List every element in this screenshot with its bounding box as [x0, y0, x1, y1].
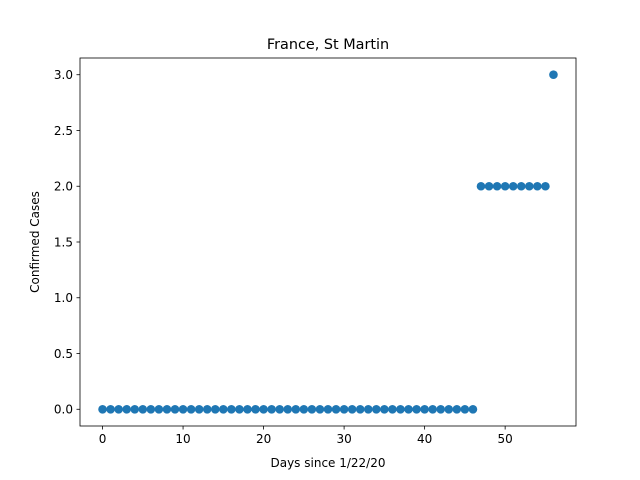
data-point [267, 404, 276, 414]
x-axis-label: Days since 1/22/20 [270, 456, 385, 470]
data-point [468, 404, 478, 414]
plot-frame [79, 57, 577, 427]
data-point [299, 404, 309, 414]
data-point [380, 404, 389, 414]
data-point [444, 404, 454, 414]
data-point [138, 404, 148, 414]
y-tick-label: 1.5 [54, 235, 73, 249]
data-point [243, 404, 252, 414]
data-point [420, 404, 429, 414]
data-point [331, 404, 341, 414]
x-axis-ticks: 0 10 20 30 40 50 [99, 426, 513, 446]
data-point [235, 404, 244, 414]
chart-title: France, St Martin [267, 37, 389, 53]
data-point [372, 404, 381, 414]
data-point [227, 404, 236, 414]
y-tick-label: 0.5 [54, 347, 73, 361]
y-tick-label: 2.0 [54, 180, 73, 194]
y-tick-label: 0.0 [54, 403, 73, 417]
data-point [541, 181, 550, 191]
data-point [460, 404, 470, 414]
data-point [404, 404, 413, 414]
data-point [194, 404, 204, 414]
data-point [484, 181, 494, 191]
data-point [219, 404, 228, 414]
data-point [106, 404, 115, 414]
data-point [549, 70, 558, 80]
data-point [275, 404, 284, 414]
x-tick-label: 30 [336, 432, 351, 446]
data-point [210, 404, 220, 414]
data-point [146, 404, 156, 414]
data-point [307, 404, 317, 414]
data-point [339, 404, 349, 414]
data-point [259, 404, 268, 414]
x-tick-label: 20 [256, 432, 271, 446]
data-points [98, 70, 558, 414]
data-point [186, 404, 196, 414]
data-point [508, 181, 518, 191]
data-point [492, 181, 502, 191]
data-point [452, 404, 462, 414]
data-point [162, 404, 172, 414]
y-tick-label: 3.0 [54, 68, 73, 82]
data-point [533, 181, 542, 191]
data-point [130, 404, 140, 414]
data-point [251, 404, 260, 414]
y-tick-label: 2.5 [54, 124, 73, 138]
data-point [412, 404, 421, 414]
data-point [524, 181, 534, 191]
y-tick-label: 1.0 [54, 291, 73, 305]
y-axis-label: Confirmed Cases [28, 191, 42, 293]
x-tick-label: 50 [498, 432, 513, 446]
data-point [347, 404, 357, 414]
data-point [516, 181, 526, 191]
data-point [476, 181, 486, 191]
data-point [122, 404, 132, 414]
data-point [114, 404, 123, 414]
data-point [396, 404, 405, 414]
data-point [315, 404, 325, 414]
data-point [283, 404, 293, 414]
data-point [154, 404, 164, 414]
x-tick-label: 10 [175, 432, 190, 446]
y-axis-ticks: 0.0 0.5 1.0 1.5 2.0 2.5 3.0 [54, 68, 80, 417]
data-point [388, 404, 397, 414]
data-point [291, 404, 301, 414]
x-tick-label: 40 [417, 432, 432, 446]
data-point [323, 404, 333, 414]
data-point [363, 404, 373, 414]
data-point [170, 404, 180, 414]
x-tick-label: 0 [99, 432, 107, 446]
data-point [202, 404, 212, 414]
data-point [98, 404, 107, 414]
data-point [436, 404, 446, 414]
data-point [355, 404, 365, 414]
data-point [178, 404, 188, 414]
data-point [500, 181, 510, 191]
data-point [428, 404, 437, 414]
